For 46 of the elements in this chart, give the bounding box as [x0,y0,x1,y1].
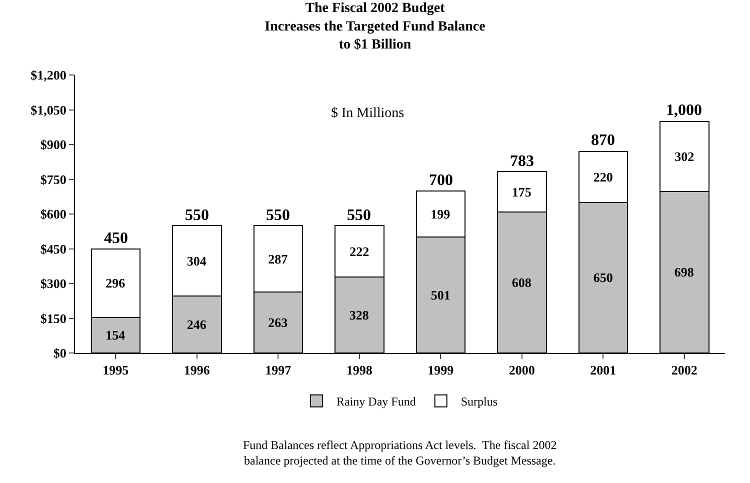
x-tick-label: 2002 [671,362,698,378]
data-label: 220 [593,169,613,184]
total-label: 700 [429,172,453,189]
y-tick-label: $0 [53,346,66,361]
data-label: 222 [350,244,370,259]
y-tick-label: $1,050 [30,102,66,118]
data-label: 296 [106,276,126,291]
total-label: 783 [510,153,534,170]
x-tick-label: 1997 [265,362,292,378]
y-tick-label: $300 [40,276,66,292]
data-label: 304 [186,253,207,268]
data-label: 302 [674,148,694,164]
data-label: 263 [268,315,288,330]
total-label: 450 [104,230,128,247]
text: Fund Balances reflect Appropriations Act levels. The fiscal 2002 balance projected at the time of the Governor’s Budget Message. [243,438,557,468]
total-label: 550 [266,207,290,224]
x-tick-label: 2000 [508,362,535,378]
legend-label: Rainy Day Fund [336,394,416,409]
y-tick-label: $750 [40,172,66,187]
total-label: 870 [591,132,615,149]
y-tick-label: $1,200 [30,68,66,83]
data-label: 287 [268,251,288,266]
total-label: 1,000 [666,102,702,119]
data-label: 698 [674,264,694,280]
data-label: 199 [430,206,451,222]
x-tick-label: 1996 [184,362,210,378]
chart-title: The Fiscal 2002 Budget Increases the Targeted Fund Balance to $1 Billion [264,1,486,52]
total-label: 550 [347,207,371,224]
y-tick-label: $150 [40,310,66,326]
x-tick-label: 1995 [102,362,130,378]
annotation: $ In Millions [331,106,404,121]
x-tick-label: 1998 [346,362,373,378]
legend-label: Surplus [460,394,498,409]
data-label: 328 [349,308,370,323]
x-tick-label: 1999 [428,362,454,378]
data-label: 154 [106,328,126,343]
total-label: 550 [185,207,209,224]
data-label: 608 [512,275,532,290]
y-tick-label: $450 [40,241,66,256]
data-label: 650 [593,270,613,286]
data-label: 246 [186,317,207,332]
y-tick-label: $600 [40,206,66,222]
y-tick-label: $900 [40,137,66,152]
data-label: 501 [430,287,450,302]
data-label: 175 [512,184,532,200]
x-tick-label: 2001 [590,362,616,378]
